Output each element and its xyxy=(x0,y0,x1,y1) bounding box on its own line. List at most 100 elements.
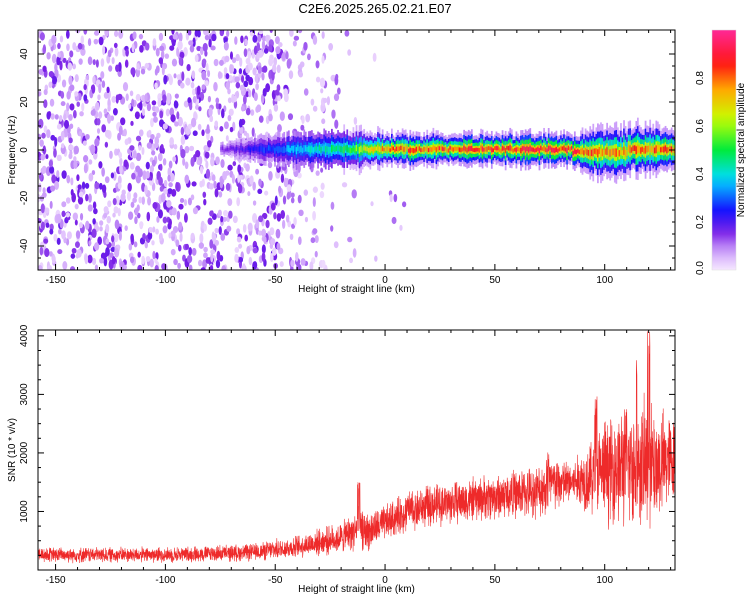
spectrogram-ridge-cell xyxy=(555,146,558,152)
spectrogram-noise-cell xyxy=(113,30,119,37)
spectrogram-ridge-cell xyxy=(515,147,518,153)
spectrogram-noise-cell xyxy=(38,151,41,157)
spectrogram-ridge-cell xyxy=(317,146,319,154)
spectrogram-ridge-cell xyxy=(563,145,565,151)
spectrogram-noise-cell xyxy=(51,255,56,264)
colorbar-tick-label: 0.0 xyxy=(695,261,706,275)
spectrogram-noise-cell xyxy=(160,49,165,60)
spectrogram-noise-cell xyxy=(75,241,80,249)
spectrogram-noise-cell xyxy=(217,209,222,217)
spectrogram-noise-cell xyxy=(162,94,167,103)
spectrogram-noise-cell xyxy=(333,241,339,249)
spectrogram-ridge-cell xyxy=(220,146,223,151)
spectrogram-ridge-cell xyxy=(392,146,395,151)
spectrogram-ridge-cell xyxy=(586,149,589,156)
spectrogram-noise-cell xyxy=(180,82,185,89)
spectrogram-ytick-label: -40 xyxy=(19,238,30,253)
spectrogram-noise-cell xyxy=(152,202,158,210)
spectrogram-ridge-cell xyxy=(407,148,410,153)
spectrogram-noise-cell xyxy=(113,233,119,243)
spectrogram-noise-cell xyxy=(51,53,57,64)
spectrogram-noise-cell xyxy=(227,164,233,171)
spectrogram-noise-cell xyxy=(137,264,143,270)
spectrogram-ridge-cell xyxy=(267,145,270,151)
spectrogram-noise-cell xyxy=(278,42,283,48)
spectrogram-noise-cell xyxy=(144,184,148,195)
spectrogram-ridge-cell xyxy=(264,147,267,154)
spectrogram-noise-cell xyxy=(279,261,284,268)
spectrogram-noise-cell xyxy=(213,58,219,67)
spectrogram-noise-cell xyxy=(85,74,90,81)
spectrogram-noise-cell xyxy=(218,103,222,110)
spectrogram-noise-cell xyxy=(210,252,214,263)
spectrogram-noise-cell xyxy=(103,91,109,99)
spectrogram-noise-cell xyxy=(204,34,210,41)
spectrogram-ridge-cell xyxy=(552,147,555,153)
spectrogram-noise-cell xyxy=(265,219,270,229)
spectrogram-noise-cell xyxy=(214,120,219,127)
spectrogram-noise-cell xyxy=(54,68,59,79)
spectrogram-noise-cell xyxy=(209,239,214,249)
spectrogram-ridge-cell xyxy=(495,145,498,151)
spectrogram-noise-cell xyxy=(214,227,219,234)
spectrogram-ridge-cell xyxy=(280,147,283,153)
spectrogram-ridge-cell xyxy=(520,147,522,154)
spectrogram-noise-cell xyxy=(62,261,68,270)
spectrogram-noise-cell xyxy=(154,265,159,270)
spectrogram-ridge-cell xyxy=(306,147,309,152)
spectrogram-noise-cell xyxy=(154,106,160,113)
spectrogram-ridge-cell xyxy=(321,145,324,152)
spectrogram-ridge-cell xyxy=(470,145,473,152)
spectrogram-ridge-cell xyxy=(258,146,261,152)
spectrogram-noise-cell xyxy=(220,233,226,241)
spectrogram-noise-cell xyxy=(106,113,112,124)
spectrogram-ridge-cell xyxy=(650,146,653,153)
spectrogram-noise-cell xyxy=(312,197,316,208)
spectrogram-noise-cell xyxy=(223,121,229,130)
spectrogram-ridge-cell xyxy=(429,147,432,152)
spectrogram-noise-cell xyxy=(189,44,195,53)
spectrogram-noise-cell xyxy=(167,167,172,177)
spectrogram-noise-cell xyxy=(166,199,172,208)
spectrogram-noise-cell xyxy=(65,197,71,204)
spectrogram-ridge-cell xyxy=(550,147,553,153)
spectrogram-noise-cell xyxy=(201,129,205,137)
spectrogram-noise-cell xyxy=(138,196,143,204)
spectrogram-ridge-cell xyxy=(257,146,259,152)
spectrogram-noise-cell xyxy=(162,123,168,130)
spectrogram-ridge-cell xyxy=(346,145,349,153)
spectrogram-ridge-cell xyxy=(632,145,635,152)
spectrogram-noise-cell xyxy=(68,144,74,151)
spectrogram-noise-cell xyxy=(198,259,203,267)
spectrogram-noise-cell xyxy=(128,211,134,220)
spectrogram-ridge-cell xyxy=(510,146,513,152)
spectrogram-ridge-cell xyxy=(343,146,346,154)
spectrogram-noise-cell xyxy=(68,114,73,121)
spectrogram-noise-cell xyxy=(91,84,96,94)
spectrogram-ridge-cell xyxy=(577,149,579,153)
spectrogram-noise-cell xyxy=(214,188,219,198)
spectrogram-noise-cell xyxy=(156,216,160,223)
spectrogram-noise-cell xyxy=(203,252,208,259)
spectrogram-ridge-cell xyxy=(298,146,301,154)
spectrogram-noise-cell xyxy=(48,159,53,168)
spectrogram-ridge-cell xyxy=(623,146,625,155)
spectrogram-noise-cell xyxy=(192,207,199,215)
spectrogram-noise-cell xyxy=(112,212,116,218)
spectrogram-ridge-cell xyxy=(397,146,399,152)
spectrogram-noise-cell xyxy=(199,180,204,188)
spectrogram-noise-cell xyxy=(215,97,220,104)
spectrogram-ridge-cell xyxy=(377,145,379,152)
spectrogram-noise-cell xyxy=(228,108,234,116)
spectrogram-noise-cell xyxy=(203,198,207,206)
spectrogram-ridge-cell xyxy=(498,147,501,152)
spectrogram-ridge-cell xyxy=(636,144,639,154)
spectrogram-ridge-cell xyxy=(633,145,636,152)
spectrogram-noise-cell xyxy=(54,180,60,190)
snr-xtick-label: -50 xyxy=(268,575,283,586)
spectrogram-noise-cell xyxy=(62,57,67,64)
spectrogram-ridge-cell xyxy=(434,146,436,151)
snr-series-line xyxy=(38,331,675,564)
spectrogram-noise-cell xyxy=(117,175,122,185)
spectrogram-noise-cell xyxy=(53,148,57,158)
